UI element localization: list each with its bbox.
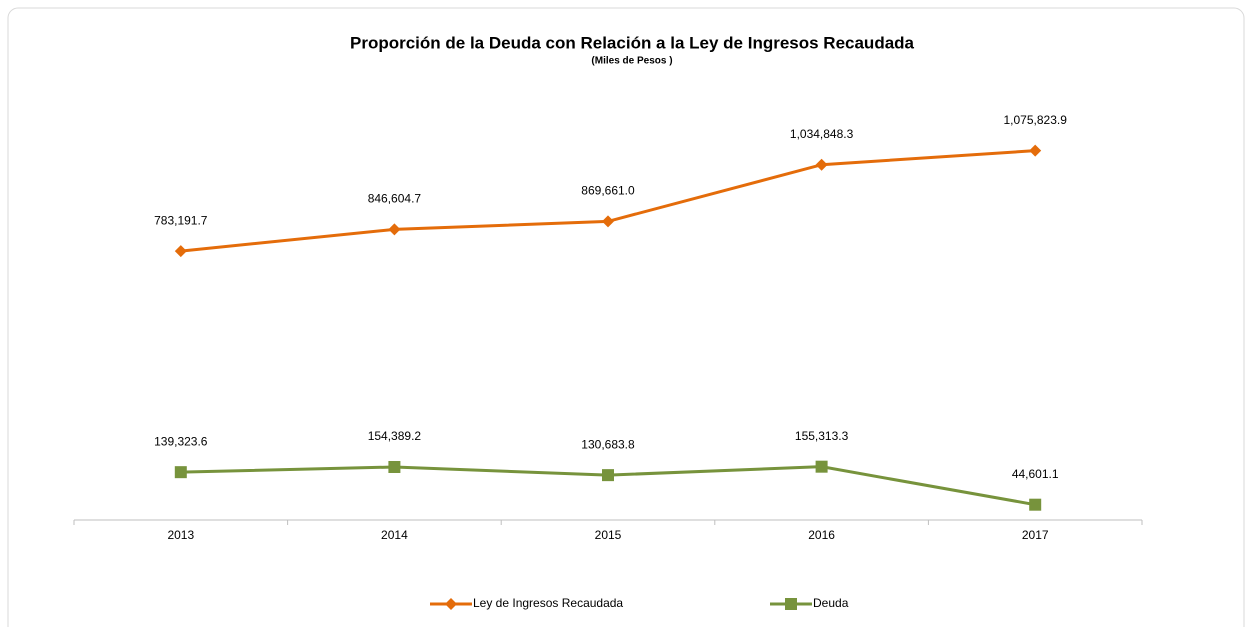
legend-label: Ley de Ingresos Recaudada	[473, 596, 623, 610]
data-point	[174, 466, 187, 479]
data-label: 139,323.6	[154, 434, 208, 448]
legend-marker	[785, 598, 797, 610]
data-label: 154,389.2	[368, 429, 422, 443]
chart-border	[7, 7, 1245, 632]
data-point	[388, 223, 401, 236]
legend-label: Deuda	[813, 596, 849, 610]
data-label: 44,601.1	[1012, 467, 1059, 481]
data-point	[602, 469, 614, 482]
x-tick-label: 2017	[1022, 528, 1049, 542]
data-point	[1029, 498, 1042, 511]
legend-marker	[445, 598, 457, 610]
data-label: 1,075,823.9	[1003, 113, 1067, 127]
chart-subtitle: (Miles de Pesos )	[591, 56, 672, 67]
x-tick-label: 2013	[167, 528, 194, 542]
data-label: 846,604.7	[368, 192, 422, 206]
data-point	[602, 215, 614, 228]
data-label: 155,313.3	[795, 429, 849, 443]
data-point	[1029, 144, 1042, 157]
data-label: 1,034,848.3	[790, 127, 854, 141]
data-point	[388, 460, 401, 473]
x-tick-label: 2014	[381, 528, 408, 542]
data-label: 869,661.0	[581, 184, 635, 198]
data-label: 783,191.7	[154, 213, 208, 227]
x-tick-label: 2015	[595, 528, 622, 542]
chart-title: Proporción de la Deuda con Relación a la…	[350, 33, 915, 52]
data-point	[815, 460, 828, 473]
x-tick-label: 2016	[808, 528, 835, 542]
data-point	[174, 245, 187, 258]
data-label: 130,683.8	[581, 437, 635, 451]
data-point	[815, 158, 828, 171]
